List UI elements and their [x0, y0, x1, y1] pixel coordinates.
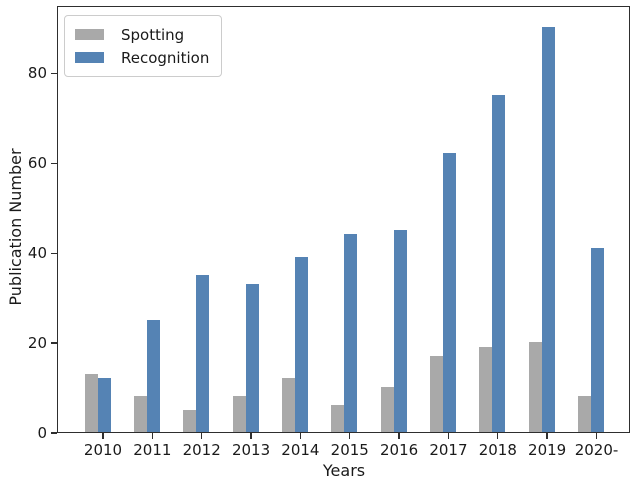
bar-recognition-2020- [591, 247, 604, 432]
x-tick-label-2013: 2013 [231, 441, 271, 459]
bar-spotting-2012 [183, 409, 197, 432]
bar-spotting-2017 [429, 355, 443, 432]
bar-spotting-2011 [133, 396, 147, 432]
y-tick-label-40: 40 [27, 244, 47, 263]
x-axis-label: Years [322, 461, 366, 480]
bar-spotting-2014 [281, 378, 295, 432]
bar-recognition-2017 [442, 153, 456, 432]
bar-spotting-2020- [578, 396, 591, 432]
x-tick-mark-2018 [497, 433, 499, 439]
spotting-color-swatch [75, 29, 104, 40]
x-tick-label-2016: 2016 [380, 441, 419, 459]
y-axis-label: Publication Number [6, 148, 25, 306]
x-tick-mark-2013 [250, 433, 252, 439]
x-tick-label-2019: 2019 [528, 441, 567, 459]
x-tick-label-2014: 2014 [281, 441, 320, 459]
legend-item-spotting: Spotting [75, 23, 209, 46]
bar-recognition-2012 [196, 274, 210, 432]
x-tick-mark-2016 [398, 433, 400, 439]
x-tick-mark-2017 [447, 433, 450, 439]
y-tick-label-80: 80 [27, 64, 47, 83]
x-tick-mark-2020- [595, 433, 598, 439]
bar-spotting-2019 [528, 342, 542, 432]
y-tick-mark-40 [51, 252, 57, 254]
bar-spotting-2015 [331, 405, 345, 432]
bar-recognition-2014 [294, 256, 308, 432]
bar-spotting-2016 [380, 387, 394, 432]
x-tick-mark-2010 [102, 433, 104, 439]
x-tick-mark-2012 [201, 433, 203, 439]
bar-spotting-2018 [479, 346, 493, 432]
bar-recognition-2013 [245, 283, 259, 432]
bar-spotting-2010 [84, 373, 98, 432]
x-tick-label-2020-: 2020- [574, 441, 619, 459]
x-tick-mark-2011 [151, 433, 154, 439]
bar-recognition-2019 [541, 27, 555, 432]
recognition-color-swatch [75, 52, 104, 63]
y-tick-mark-80 [51, 72, 57, 75]
x-tick-mark-2014 [299, 433, 302, 439]
x-tick-mark-2019 [546, 433, 548, 439]
x-tick-label-2018: 2018 [478, 441, 517, 459]
plot-area: Spotting Recognition [57, 6, 630, 433]
legend-item-recognition: Recognition [75, 46, 209, 69]
y-tick-label-0: 0 [37, 424, 47, 442]
bar-recognition-2018 [492, 94, 506, 432]
bar-recognition-2011 [146, 319, 160, 432]
bar-recognition-2015 [344, 234, 358, 432]
x-tick-label-2010: 2010 [83, 441, 123, 459]
legend: Spotting Recognition [64, 15, 223, 77]
y-tick-mark-60 [51, 162, 57, 164]
y-tick-mark-20 [51, 342, 57, 344]
legend-label-recognition: Recognition [121, 48, 210, 67]
x-tick-mark-2015 [349, 433, 351, 439]
x-tick-label-2012: 2012 [182, 441, 221, 459]
bar-recognition-2016 [393, 229, 407, 432]
x-tick-label-2015: 2015 [330, 441, 369, 459]
x-tick-label-2011: 2011 [133, 441, 172, 459]
bar-spotting-2013 [232, 396, 246, 432]
y-tick-mark-0 [51, 432, 57, 434]
x-tick-label-2017: 2017 [429, 441, 468, 459]
y-tick-label-60: 60 [27, 154, 47, 173]
bar-recognition-2010 [97, 378, 111, 432]
legend-label-spotting: Spotting [121, 25, 185, 44]
y-tick-label-20: 20 [27, 334, 47, 353]
